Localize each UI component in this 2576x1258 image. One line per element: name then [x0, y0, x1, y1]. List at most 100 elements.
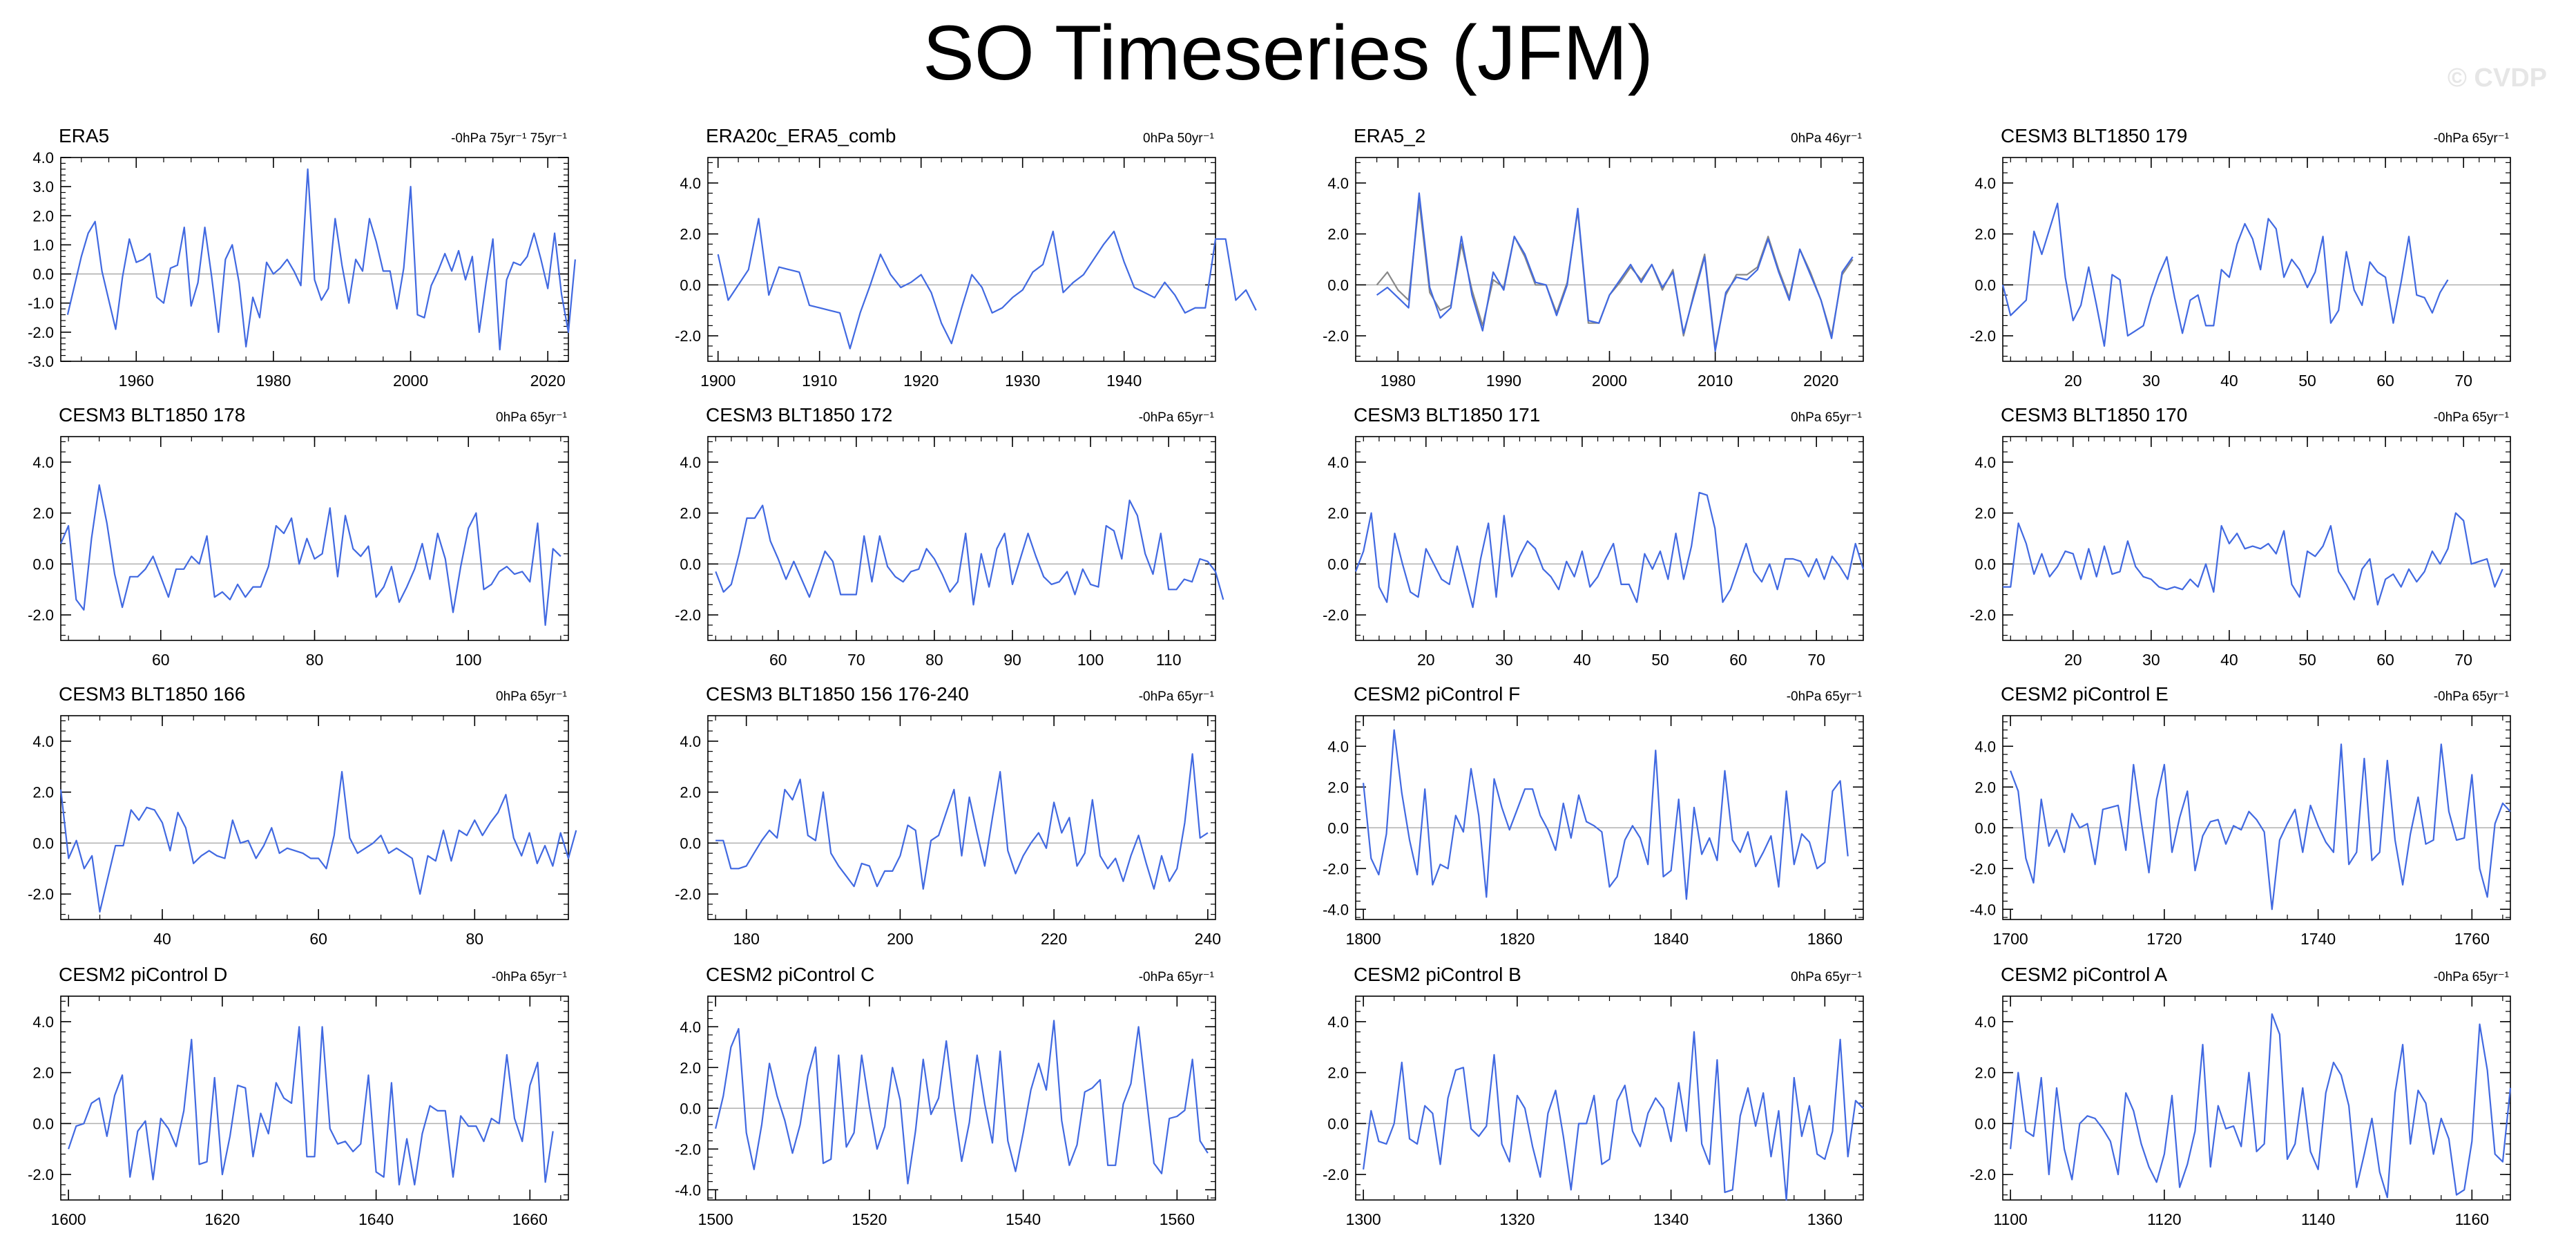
panel-title: CESM3 BLT1850 166 — [59, 683, 245, 705]
y-tick-label: 4.0 — [32, 454, 54, 471]
x-tick-label: 1540 — [1006, 1210, 1041, 1228]
x-tick-label: 80 — [925, 651, 943, 669]
plot-frame — [707, 715, 1216, 920]
panel-title: CESM2 piControl A — [2001, 964, 2168, 985]
x-tick-label: 1720 — [2146, 930, 2182, 948]
y-tick-label: -2.0 — [1323, 860, 1349, 877]
x-tick-label: 1360 — [1807, 1210, 1843, 1228]
panel-subtitle: -0hPa 65yr⁻¹ — [1139, 970, 1214, 984]
x-tick-label: 1940 — [1106, 372, 1142, 390]
x-tick-label: 200 — [887, 930, 913, 948]
y-tick-label: 2.0 — [1974, 779, 1996, 796]
y-tick-label: 2.0 — [1974, 505, 1996, 522]
x-tick-label: 2010 — [1698, 372, 1733, 390]
plot-frame — [60, 715, 569, 920]
plot-frame — [707, 436, 1216, 641]
x-tick-label: 1600 — [51, 1210, 86, 1228]
x-tick-label: 1840 — [1653, 930, 1689, 948]
x-tick-label: 220 — [1041, 930, 1067, 948]
panel-title: CESM3 BLT1850 171 — [1354, 404, 1540, 426]
x-tick-label: 60 — [2376, 651, 2394, 669]
x-tick-label: 240 — [1195, 930, 1221, 948]
x-tick-label: 1660 — [512, 1210, 548, 1228]
x-tick-label: 1960 — [119, 372, 154, 390]
y-tick-label: 2.0 — [1327, 1065, 1349, 1082]
y-tick-label: 2.0 — [32, 207, 54, 225]
y-tick-label: -2.0 — [28, 1166, 54, 1183]
panel-8: CESM3 BLT1850 166 0hPa 65yr⁻¹ -2.0 0.0 2.0 4.… — [28, 683, 577, 948]
y-tick-label: 0.0 — [32, 1115, 54, 1132]
x-tick-label: 60 — [309, 930, 327, 948]
series-line-overlay — [1376, 200, 1854, 350]
y-tick-label: -4.0 — [1323, 901, 1349, 918]
panel-title: CESM2 piControl D — [59, 964, 227, 985]
y-tick-label: -2.0 — [675, 1141, 701, 1158]
x-tick-label: 70 — [2454, 651, 2472, 669]
y-tick-label: 0.0 — [32, 555, 54, 573]
x-tick-label: 1820 — [1499, 930, 1535, 948]
panel-subtitle: 0hPa 65yr⁻¹ — [496, 689, 567, 704]
y-tick-label: 0.0 — [1327, 276, 1349, 294]
panel-4: CESM3 BLT1850 178 0hPa 65yr⁻¹ -2.0 0.0 2.0 4.… — [28, 404, 569, 669]
y-tick-label: 0.0 — [1327, 819, 1349, 837]
panel-10: CESM2 piControl F -0hPa 65yr⁻¹ -4.0 -2.0 0.0… — [1323, 683, 1864, 948]
series-line — [2001, 202, 2449, 347]
panel-7: CESM3 BLT1850 170 -0hPa 65yr⁻¹ -2.0 0.0 2.0 4… — [1970, 404, 2511, 669]
y-tick-label: 0.0 — [1327, 555, 1349, 573]
y-tick-label: -4.0 — [675, 1181, 701, 1199]
x-tick-label: 1700 — [1993, 930, 2028, 948]
x-tick-label: 60 — [2376, 372, 2394, 390]
panel-subtitle: -0hPa 65yr⁻¹ — [1787, 689, 1862, 704]
plot-frame — [707, 157, 1216, 362]
plot-frame — [1355, 436, 1864, 641]
panel-subtitle: -0hPa 65yr⁻¹ — [2434, 689, 2509, 704]
plot-frame — [2002, 715, 2511, 920]
series-line — [715, 499, 1224, 606]
x-tick-label: 50 — [2298, 372, 2316, 390]
plot-frame — [707, 995, 1216, 1201]
y-tick-label: -2.0 — [28, 886, 54, 903]
y-tick-label: -2.0 — [1323, 327, 1349, 345]
x-tick-label: 1100 — [1993, 1210, 2027, 1228]
x-tick-label: 60 — [769, 651, 787, 669]
y-tick-label: -2.0 — [1970, 860, 1996, 877]
panel-6: CESM3 BLT1850 171 0hPa 65yr⁻¹ -2.0 0.0 2.0 4.… — [1323, 404, 1865, 669]
x-tick-label: 80 — [466, 930, 484, 948]
y-tick-label: -3.0 — [28, 353, 54, 370]
y-tick-label: -2.0 — [675, 607, 701, 624]
y-tick-label: 2.0 — [680, 505, 701, 522]
plot-frame — [60, 157, 569, 362]
watermark-logo: © CVDP — [2447, 64, 2547, 93]
plot-frame — [2002, 436, 2511, 641]
x-tick-label: 2000 — [1592, 372, 1627, 390]
y-tick-label: 4.0 — [1327, 1013, 1349, 1031]
panel-subtitle: 0hPa 65yr⁻¹ — [1791, 410, 1862, 425]
y-tick-label: 0.0 — [1327, 1115, 1349, 1132]
x-tick-label: 50 — [1651, 651, 1669, 669]
panel-12: CESM2 piControl D -0hPa 65yr⁻¹ -2.0 0.0 2.0 4… — [28, 964, 569, 1228]
y-tick-label: -2.0 — [675, 886, 701, 903]
x-tick-label: 100 — [455, 651, 481, 669]
panel-13: CESM2 piControl C -0hPa 65yr⁻¹ -4.0 -2.0 0.0… — [675, 964, 1216, 1228]
panel-title: ERA5_2 — [1354, 125, 1425, 146]
panel-subtitle: -0hPa 65yr⁻¹ — [2434, 970, 2509, 984]
y-tick-label: 0.0 — [32, 266, 54, 283]
x-tick-label: 70 — [847, 651, 865, 669]
x-tick-label: 20 — [1417, 651, 1435, 669]
panel-2: ERA5_2 0hPa 46yr⁻¹ -2.0 0.0 2.0 4.0 1980 1990 20… — [1323, 125, 1864, 390]
y-tick-label: -4.0 — [1970, 901, 1996, 918]
panel-14: CESM2 piControl B 0hPa 65yr⁻¹ -2.0 0.0 2.0 4.… — [1323, 964, 1864, 1228]
series-line — [715, 1020, 1209, 1185]
x-tick-label: 40 — [1573, 651, 1591, 669]
y-tick-label: 0.0 — [32, 835, 54, 852]
panel-subtitle: -0hPa 65yr⁻¹ — [2434, 131, 2509, 146]
x-tick-label: 100 — [1077, 651, 1104, 669]
y-tick-label: 0.0 — [680, 555, 701, 573]
x-tick-label: 60 — [1729, 651, 1747, 669]
y-tick-label: -2.0 — [1970, 327, 1996, 345]
x-tick-label: 1340 — [1653, 1210, 1689, 1228]
plot-frame — [2002, 995, 2511, 1201]
y-tick-label: 2.0 — [32, 505, 54, 522]
x-tick-label: 1920 — [903, 372, 939, 390]
